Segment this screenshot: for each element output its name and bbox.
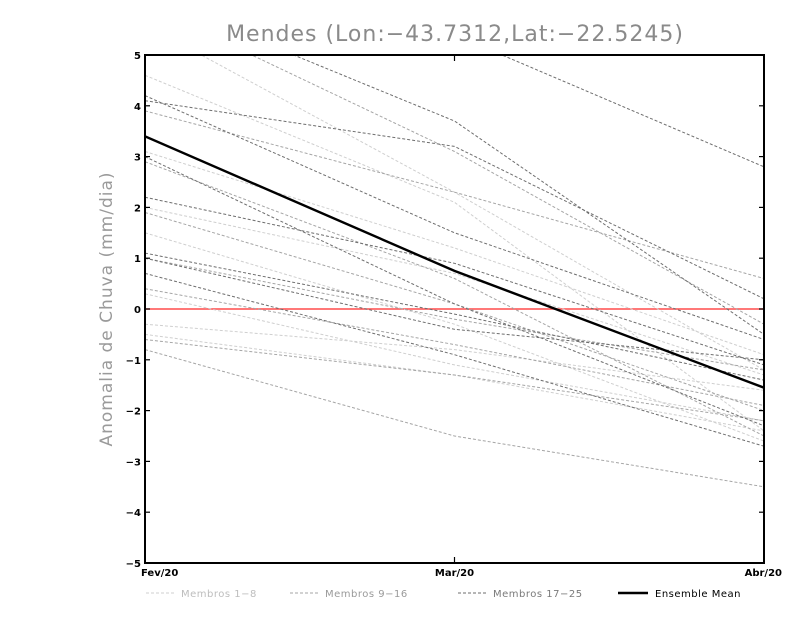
axes: −5 −4 −3 −2 −1 0 1 2 3 4 5 Fev/20 Mar/20 Abr/20 <box>126 51 782 579</box>
member-line-14 <box>145 349 764 488</box>
y-tick-label: −3 <box>126 457 141 468</box>
x-tick-label: Abr/20 <box>745 568 782 579</box>
y-tick-label: 3 <box>134 153 141 164</box>
member-line-25 <box>500 55 764 168</box>
legend-label: Ensemble Mean <box>655 589 741 600</box>
y-tick-label: −5 <box>126 559 141 570</box>
member-line-20 <box>145 252 764 381</box>
legend-label: Membros 1−8 <box>181 589 257 600</box>
member-line-7 <box>200 55 764 371</box>
member-line-2 <box>145 151 764 356</box>
y-tick-label: 1 <box>134 254 141 265</box>
x-tick-label: Mar/20 <box>435 568 474 579</box>
member-line-11 <box>145 212 764 412</box>
member-line-9 <box>145 110 764 279</box>
series-layer <box>145 55 764 488</box>
member-line-23 <box>292 55 764 335</box>
member-line-24 <box>145 257 764 361</box>
member-line-16 <box>145 339 764 422</box>
member-line-8 <box>145 206 764 376</box>
member-line-22 <box>145 100 764 300</box>
member-line-6 <box>145 333 764 432</box>
member-line-19 <box>145 196 764 366</box>
member-line-18 <box>145 156 764 427</box>
member-line-13 <box>145 288 764 406</box>
y-tick-label: 4 <box>134 102 141 113</box>
member-line-5 <box>145 323 764 391</box>
legend-label: Membros 9−16 <box>325 589 408 600</box>
legend: Membros 1−8 Membros 9−16 Membros 17−25 Ense… <box>146 589 741 600</box>
y-tick-label: −1 <box>126 356 141 367</box>
y-tick-label: 5 <box>134 51 141 62</box>
member-line-1 <box>145 74 764 432</box>
y-axis-label: Anomalia de Chuva (mm/dia) <box>97 171 117 446</box>
chart-title: Mendes (Lon:−43.7312,Lat:−22.5245) <box>226 22 684 47</box>
y-tick-label: 2 <box>134 203 141 214</box>
member-line-12 <box>145 257 764 371</box>
y-tick-label: −2 <box>126 407 141 418</box>
y-tick-label: 0 <box>134 305 141 316</box>
member-line-17 <box>145 95 764 340</box>
ensemble-mean-line <box>145 135 764 389</box>
x-tick-label: Fev/20 <box>141 568 178 579</box>
member-line-10 <box>145 161 764 437</box>
y-tick-label: −4 <box>126 508 141 519</box>
member-line-21 <box>145 272 764 447</box>
member-line-3 <box>145 232 764 442</box>
legend-label: Membros 17−25 <box>493 589 583 600</box>
member-line-4 <box>145 293 764 422</box>
member-line-15 <box>250 55 764 325</box>
